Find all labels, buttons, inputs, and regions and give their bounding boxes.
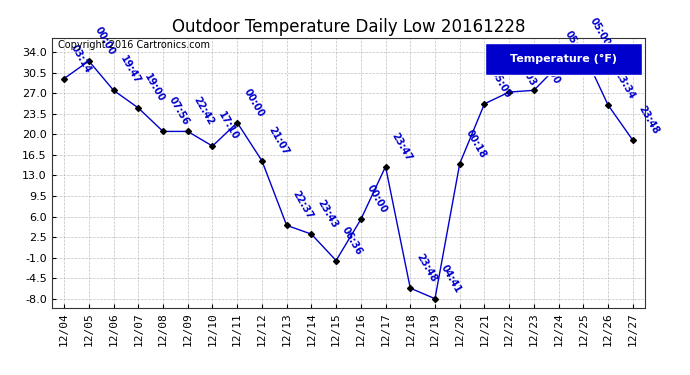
Text: 23:34: 23:34 — [612, 69, 636, 101]
Text: 05:00: 05:00 — [587, 16, 611, 48]
Text: 22:37: 22:37 — [290, 189, 315, 221]
Text: Temperature (°F): Temperature (°F) — [510, 54, 617, 64]
Text: 00:18: 00:18 — [464, 128, 488, 159]
Text: 23:47: 23:47 — [390, 130, 414, 162]
Text: 00:00: 00:00 — [538, 54, 562, 86]
Text: 00:00: 00:00 — [93, 25, 117, 57]
Text: 00:00: 00:00 — [241, 87, 266, 118]
Text: 03:14: 03:14 — [68, 43, 92, 74]
Text: 00:00: 00:00 — [365, 183, 389, 215]
Text: 04:41: 04:41 — [439, 262, 463, 294]
Text: 23:48: 23:48 — [415, 252, 439, 284]
Text: 19:00: 19:00 — [142, 72, 166, 104]
Text: 23:03: 23:03 — [513, 56, 538, 88]
Text: 22:42: 22:42 — [192, 95, 216, 127]
Text: 23:43: 23:43 — [315, 198, 339, 230]
Text: 23:48: 23:48 — [637, 104, 661, 136]
Text: 05:00: 05:00 — [563, 29, 587, 61]
Text: 19:47: 19:47 — [118, 54, 142, 86]
Text: 05:05: 05:05 — [489, 68, 513, 100]
Text: Copyright 2016 Cartronics.com: Copyright 2016 Cartronics.com — [58, 40, 210, 50]
FancyBboxPatch shape — [485, 43, 642, 75]
Text: 17:10: 17:10 — [217, 110, 241, 142]
Text: 07:56: 07:56 — [167, 95, 191, 127]
Title: Outdoor Temperature Daily Low 20161228: Outdoor Temperature Daily Low 20161228 — [172, 18, 525, 36]
Text: 06:36: 06:36 — [340, 225, 364, 256]
Text: 21:07: 21:07 — [266, 125, 290, 157]
